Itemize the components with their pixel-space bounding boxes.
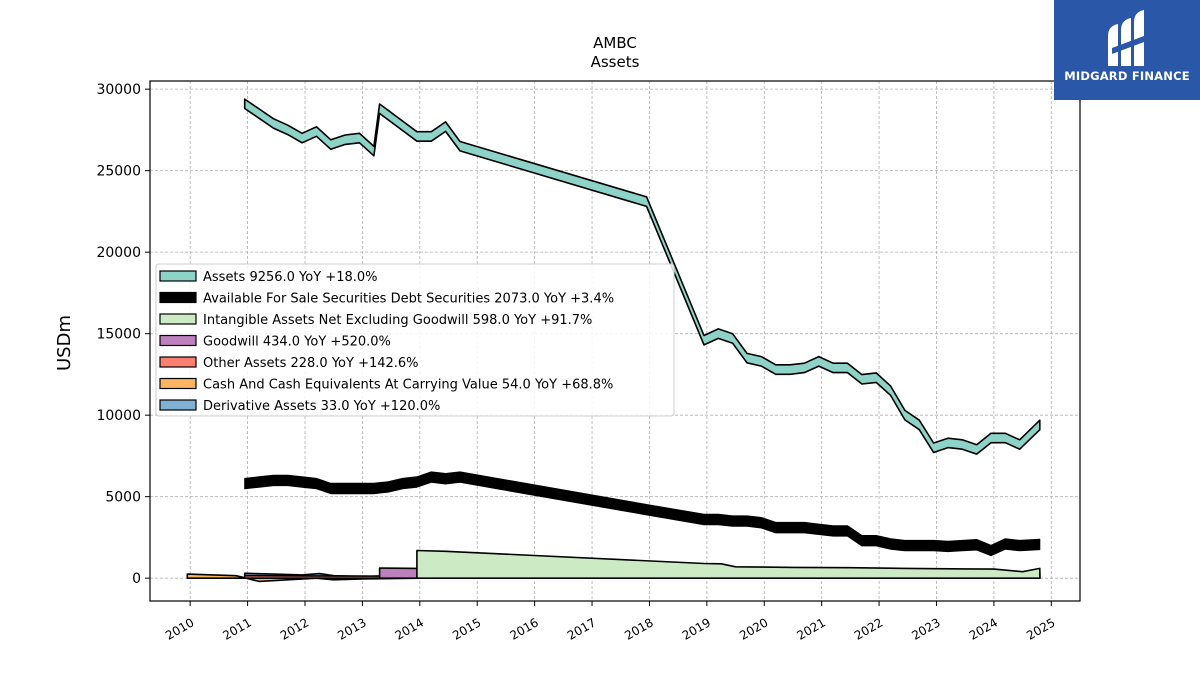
x-tick-label: 2018 <box>622 615 655 642</box>
legend-item: Available For Sale Securities Debt Secur… <box>159 291 614 307</box>
x-tick-label: 2012 <box>278 615 311 642</box>
brand-logo: MIDGARD FINANCE <box>1054 0 1200 100</box>
legend-swatch <box>159 356 197 368</box>
series-area <box>244 471 1041 557</box>
series-available-for-sale-securities-debt-securities <box>244 471 1041 557</box>
legend-label: Derivative Assets 33.0 YoY +120.0% <box>203 399 440 414</box>
legend-item: Assets 9256.0 YoY +18.0% <box>159 270 378 285</box>
series-area <box>243 98 1041 455</box>
x-tick-label: 2024 <box>967 615 1000 642</box>
x-tick-label: 2025 <box>1024 615 1057 642</box>
series-area <box>416 549 1041 579</box>
y-tick-label: 15000 <box>96 327 141 343</box>
series-layer <box>186 98 1041 583</box>
legend-label: Goodwill 434.0 YoY +520.0% <box>203 335 391 350</box>
legend-label: Other Assets 228.0 YoY +142.6% <box>203 356 419 371</box>
x-tick-label: 2023 <box>909 615 942 642</box>
chart-subtitle: Assets <box>591 53 640 71</box>
legend-label: Assets 9256.0 YoY +18.0% <box>203 270 378 285</box>
legend-item: Cash And Cash Equivalents At Carrying Va… <box>159 377 613 393</box>
legend-item: Derivative Assets 33.0 YoY +120.0% <box>159 399 440 414</box>
y-tick-label: 10000 <box>96 408 141 424</box>
legend-box <box>155 263 675 417</box>
legend-item: Other Assets 228.0 YoY +142.6% <box>159 356 419 371</box>
x-tick-label: 2016 <box>507 615 540 642</box>
series-intangible-assets-net-excluding-goodwill <box>416 549 1041 579</box>
x-tick-label: 2017 <box>565 615 598 642</box>
x-tick-label: 2019 <box>680 615 713 642</box>
y-tick-label: 5000 <box>105 490 141 506</box>
y-tick-label: 30000 <box>96 82 141 98</box>
legend-swatch <box>159 313 197 325</box>
x-tick-label: 2013 <box>335 615 368 642</box>
y-tick-label: 25000 <box>96 164 141 180</box>
chart-title: AMBC <box>593 34 637 52</box>
legend-label: Available For Sale Securities Debt Secur… <box>203 292 614 307</box>
legend-swatch <box>159 291 197 304</box>
legend-label: Cash And Cash Equivalents At Carrying Va… <box>203 378 613 393</box>
x-tick-label: 2011 <box>220 615 253 642</box>
legend-swatch <box>159 334 197 347</box>
x-tick-label: 2022 <box>852 615 885 642</box>
x-axis: 2010 2011 2012 2013 2014 2015 2016 2017 2018 2019… <box>163 601 1058 643</box>
brand-name: MIDGARD FINANCE <box>1064 69 1190 83</box>
y-tick-label: 0 <box>132 571 141 587</box>
series-assets <box>243 98 1041 455</box>
y-axis-label: USDm <box>54 315 75 371</box>
brand-logo-icon <box>1108 10 1144 66</box>
x-tick-label: 2010 <box>163 615 196 642</box>
legend-label: Intangible Assets Net Excluding Goodwill… <box>203 313 592 328</box>
y-axis: 0 5000 10000 15000 20000 25000 30000 <box>96 82 150 587</box>
x-tick-label: 2015 <box>450 615 483 642</box>
legend-swatch <box>159 270 197 282</box>
x-tick-label: 2014 <box>393 615 426 642</box>
legend-item: Intangible Assets Net Excluding Goodwill… <box>159 313 592 328</box>
legend: Assets 9256.0 YoY +18.0% Available For Sa… <box>155 263 675 417</box>
legend-item: Goodwill 434.0 YoY +520.0% <box>159 334 391 350</box>
legend-swatch <box>159 377 197 390</box>
x-tick-label: 2021 <box>795 615 828 642</box>
x-tick-label: 2020 <box>737 615 770 642</box>
legend-swatch <box>159 399 197 411</box>
plot-frame <box>149 80 1081 602</box>
y-tick-label: 20000 <box>96 245 141 261</box>
